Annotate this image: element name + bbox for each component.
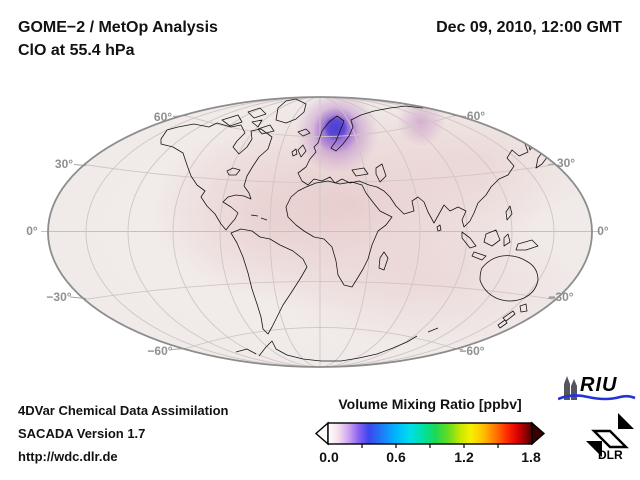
footer-line-assimilation: 4DVar Chemical Data Assimilation <box>18 403 229 418</box>
lat-label-right-0: 0° <box>597 224 609 238</box>
lat-label-left-60: 60° <box>153 110 173 124</box>
colorbar-gradient-bar <box>327 422 533 445</box>
colorbar-tick-18: 1.8 <box>521 449 541 465</box>
clo-secondary-patch <box>397 98 445 146</box>
clo-anomaly-blob <box>295 97 379 174</box>
dlr-logo: DLR <box>584 408 636 466</box>
cathedral-icon <box>564 376 577 400</box>
page-title: GOME−2 / MetOp Analysis <box>18 19 218 36</box>
coast-eurasia <box>297 104 538 228</box>
graticule <box>41 96 600 368</box>
colorbar-tick-12: 1.2 <box>454 449 474 465</box>
colorbar-left-arrow <box>314 421 329 446</box>
coast-philippines <box>505 205 513 221</box>
coast-africa <box>285 180 393 288</box>
colorbar-tick-06: 0.6 <box>386 449 406 465</box>
riu-logo-graphic <box>557 376 636 401</box>
page-subtitle: ClO at 55.4 hPa <box>18 42 135 59</box>
coast-antarctica <box>235 327 439 362</box>
coast-black-caspian <box>351 163 387 183</box>
river-wave-icon <box>557 394 636 401</box>
colorbar-right-arrow <box>531 421 546 446</box>
coastlines <box>160 98 549 362</box>
coast-madagascar <box>378 251 389 271</box>
colorbar <box>314 421 546 448</box>
coast-great-lakes <box>226 167 241 176</box>
riu-logo: RIU <box>557 374 636 406</box>
colorbar-tick-marks <box>361 444 499 448</box>
dlr-logo-text: DLR <box>598 448 623 462</box>
coast-british-isles <box>291 144 307 158</box>
colorbar-title: Volume Mixing Ratio [ppbv] <box>338 396 522 412</box>
coast-australia <box>479 255 539 313</box>
colorbar-tick-0: 0.0 <box>319 449 339 465</box>
lat-label-right-30: 30° <box>556 156 576 170</box>
coast-sri-lanka <box>436 224 442 232</box>
lat-label-right-m30: −30° <box>548 290 574 304</box>
lat-label-left-0: 0° <box>26 224 38 238</box>
footer-line-version: SACADA Version 1.7 <box>18 426 146 441</box>
coast-north-america <box>160 122 273 231</box>
coast-new-zealand <box>497 310 516 329</box>
timestamp: Dec 09, 2010, 12:00 GMT <box>436 19 622 36</box>
lat-label-right-m60: −60° <box>459 344 485 358</box>
coast-indonesia <box>461 229 539 261</box>
lat-label-right-60: 60° <box>466 109 486 123</box>
riu-logo-text: RIU <box>580 374 618 396</box>
lat-label-left-m30: −30° <box>46 290 72 304</box>
coast-caribbean <box>250 214 268 221</box>
dlr-logo-graphic <box>586 413 634 457</box>
coast-arctic-islands <box>221 107 275 135</box>
coast-greenland <box>275 98 307 124</box>
lat-label-left-30: 30° <box>54 157 74 171</box>
footer-line-url: http://wdc.dlr.de <box>18 449 118 464</box>
lat-label-left-m60: −60° <box>147 344 173 358</box>
dlr-mark-icon <box>586 413 634 457</box>
coast-iceland <box>297 128 311 137</box>
coast-south-america <box>230 228 308 335</box>
globe-outline <box>47 96 593 368</box>
